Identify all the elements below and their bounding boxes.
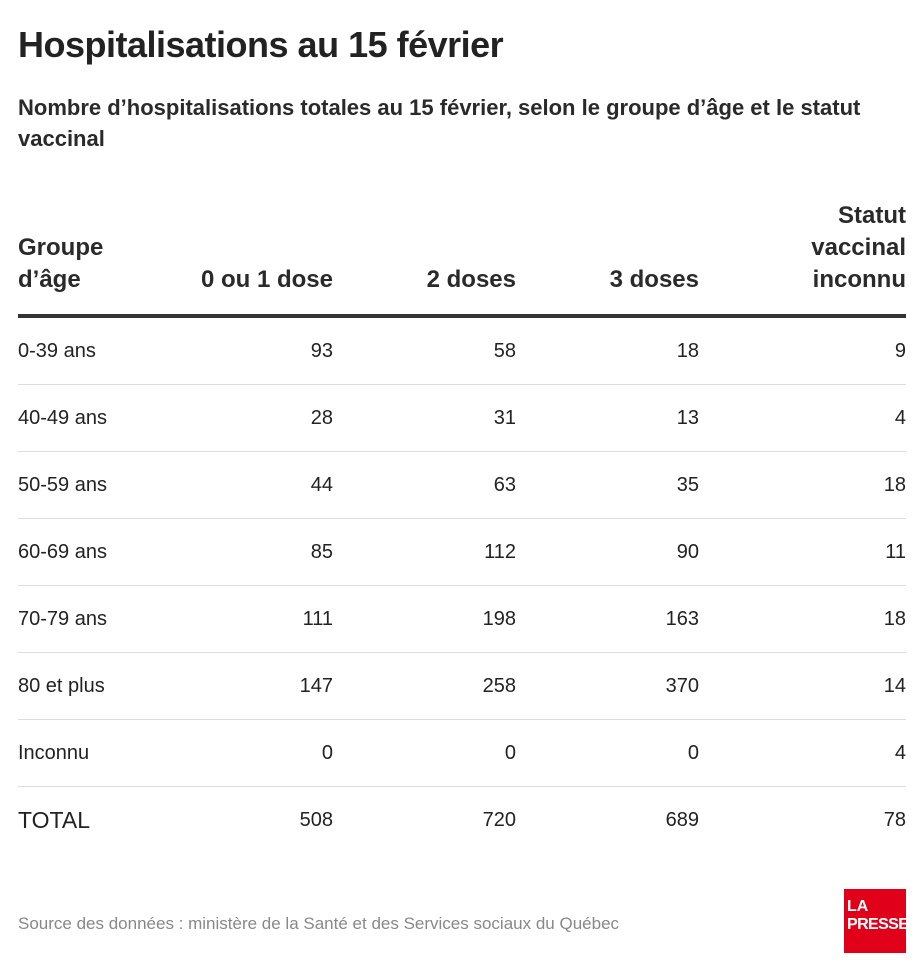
three-doses-cell: 35 xyxy=(516,451,699,519)
two-doses-cell: 31 xyxy=(333,384,516,452)
age-group-cell: 70-79 ans xyxy=(18,585,168,653)
table-row: 40-49 ans 28 31 13 4 xyxy=(18,384,906,452)
header-line: 0 ou 1 dose xyxy=(200,266,333,293)
zero-or-one-dose-cell: 44 xyxy=(168,451,333,519)
header-line: vaccinal xyxy=(811,234,906,261)
unknown-status-cell: 18 xyxy=(699,585,906,653)
header-age-group: Groupe d’âge xyxy=(18,200,168,318)
header-line: 3 doses xyxy=(609,266,699,293)
two-doses-total-cell: 720 xyxy=(482,808,516,831)
zero-or-one-dose-cell: 93 xyxy=(168,316,333,385)
table-row: Inconnu 0 0 0 4 xyxy=(18,719,906,787)
two-doses-cell: 198 xyxy=(333,585,516,653)
la-presse-logo: LA PRESSE xyxy=(844,889,909,953)
header-line: Statut xyxy=(838,202,906,229)
two-doses-cell: 112 xyxy=(333,518,516,586)
hospitalisations-table: Groupe d’âge 0 ou 1 dose 2 doses 3 doses… xyxy=(18,200,906,853)
two-doses-cell: 58 xyxy=(333,316,516,385)
header-zero-or-one-dose: 0 ou 1 dose xyxy=(168,200,333,318)
zero-or-one-dose-total-cell: 508 xyxy=(299,808,333,831)
unknown-status-cell: 11 xyxy=(699,518,906,586)
two-doses-cell: 63 xyxy=(333,451,516,519)
table-total-row: TOTAL 508 720 689 78 xyxy=(18,787,906,854)
three-doses-total-cell: 689 xyxy=(665,808,699,831)
unknown-status-cell: 14 xyxy=(699,652,906,720)
age-group-cell: 40-49 ans xyxy=(18,384,168,452)
age-group-cell: Inconnu xyxy=(18,719,168,787)
age-group-cell: 50-59 ans xyxy=(18,451,168,519)
two-doses-cell: 0 xyxy=(333,719,516,787)
header-three-doses: 3 doses xyxy=(516,200,699,318)
total-label-cell: TOTAL xyxy=(18,806,90,833)
three-doses-cell: 90 xyxy=(516,518,699,586)
three-doses-cell: 163 xyxy=(516,585,699,653)
age-group-cell: 0-39 ans xyxy=(18,316,168,385)
table-row: 0-39 ans 93 58 18 9 xyxy=(18,316,906,385)
zero-or-one-dose-cell: 0 xyxy=(168,719,333,787)
age-group-cell: 60-69 ans xyxy=(18,518,168,586)
table-header-row: Groupe d’âge 0 ou 1 dose 2 doses 3 doses… xyxy=(18,200,906,318)
logo-text-la: LA xyxy=(847,898,869,915)
chart-title: Hospitalisations au 15 février xyxy=(18,24,504,65)
header-line: 2 doses xyxy=(426,266,516,293)
three-doses-cell: 370 xyxy=(516,652,699,720)
header-line: d’âge xyxy=(18,266,81,293)
age-group-cell: 80 et plus xyxy=(18,652,168,720)
table-row: 70-79 ans 111 198 163 18 xyxy=(18,585,906,653)
two-doses-cell: 258 xyxy=(333,652,516,720)
zero-or-one-dose-cell: 85 xyxy=(168,518,333,586)
zero-or-one-dose-cell: 28 xyxy=(168,384,333,452)
table-row: 50-59 ans 44 63 35 18 xyxy=(18,451,906,519)
three-doses-cell: 0 xyxy=(516,719,699,787)
zero-or-one-dose-cell: 111 xyxy=(168,585,333,653)
unknown-status-cell: 9 xyxy=(699,316,906,385)
source-note: Source des données : ministère de la San… xyxy=(18,914,620,933)
logo-text-presse: PRESSE xyxy=(847,916,909,933)
zero-or-one-dose-cell: 147 xyxy=(168,652,333,720)
unknown-status-cell: 18 xyxy=(699,451,906,519)
header-unknown-status: Statut vaccinal inconnu xyxy=(699,200,906,318)
data-table-container: Groupe d’âge 0 ou 1 dose 2 doses 3 doses… xyxy=(18,200,906,853)
header-line: inconnu xyxy=(812,266,906,293)
three-doses-cell: 13 xyxy=(516,384,699,452)
unknown-status-cell: 4 xyxy=(699,384,906,452)
header-two-doses: 2 doses xyxy=(333,200,516,318)
table-row: 80 et plus 147 258 370 14 xyxy=(18,652,906,720)
header-line: Groupe xyxy=(18,234,104,261)
unknown-status-total-cell: 78 xyxy=(883,808,906,831)
unknown-status-cell: 4 xyxy=(699,719,906,787)
three-doses-cell: 18 xyxy=(516,316,699,385)
table-row: 60-69 ans 85 112 90 11 xyxy=(18,518,906,586)
chart-subtitle: Nombre d’hospitalisations totales au 15 … xyxy=(18,95,861,151)
